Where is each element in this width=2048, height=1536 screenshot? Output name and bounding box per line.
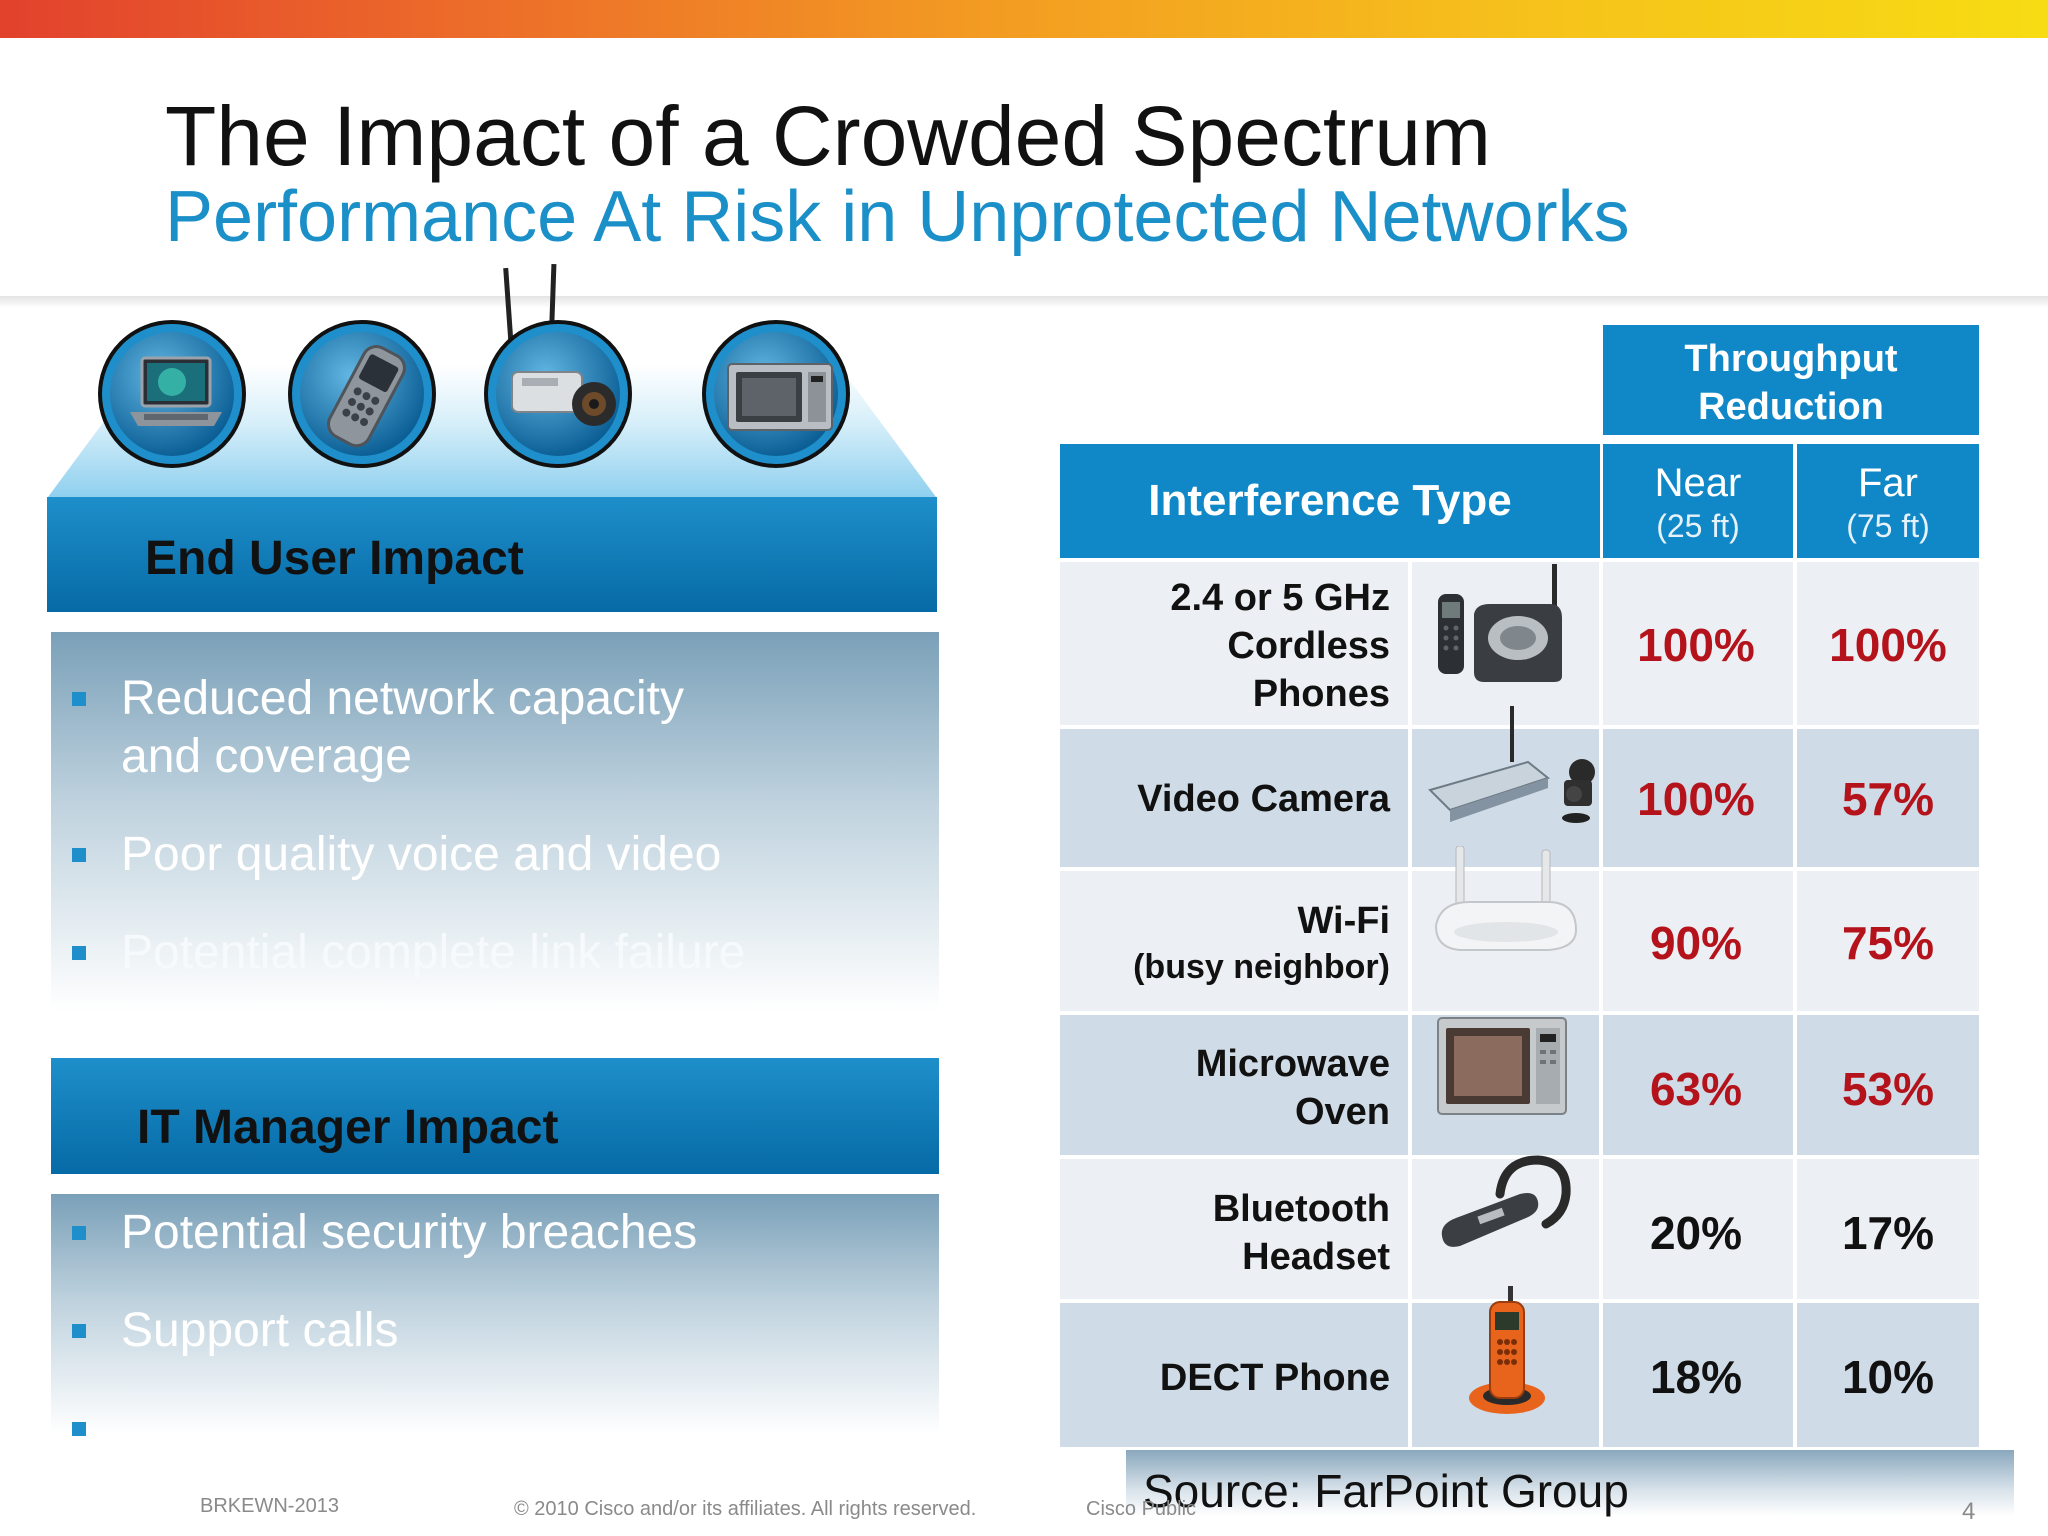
near-value: 63% xyxy=(1649,1063,1743,1115)
source-citation: Source: FarPoint Group xyxy=(1143,1465,1629,1517)
video-camera-transmitter-icon xyxy=(1428,706,1595,823)
far-column-header: Far (75 ft) xyxy=(1797,444,1979,558)
table-divider xyxy=(1408,562,1412,1447)
throughput-reduction-header: Throughput Reduction xyxy=(1603,325,1979,435)
near-value: 100% xyxy=(1637,773,1755,825)
end-user-bullet: Reduced network capacity and coverage xyxy=(121,672,684,783)
bullet-square-icon xyxy=(72,946,86,960)
bluetooth-headset-icon xyxy=(1441,1155,1571,1247)
end-user-impact-heading: End User Impact xyxy=(47,497,937,612)
table-divider xyxy=(1599,562,1603,1447)
far-label: Far xyxy=(1858,461,1918,505)
end-user-bullet: Poor quality voice and video xyxy=(121,828,722,881)
slide-title: The Impact of a Crowded Spectrum xyxy=(165,89,1491,183)
footer-classification: Cisco Public xyxy=(1086,1498,1197,1520)
table-row xyxy=(1060,1159,1979,1299)
far-value: 100% xyxy=(1829,619,1947,671)
near-value: 20% xyxy=(1649,1207,1743,1259)
far-value: 17% xyxy=(1841,1207,1935,1259)
end-user-impact-panel xyxy=(51,632,939,1012)
interference-type-label: Microwave Oven xyxy=(1195,1043,1390,1133)
footer-copyright: © 2010 Cisco and/or its affiliates. All … xyxy=(514,1498,977,1520)
far-value: 53% xyxy=(1841,1063,1935,1115)
page-number: 4 xyxy=(1962,1498,1976,1525)
interference-type-header: Interference Type xyxy=(1060,444,1600,558)
slide-subtitle: Performance At Risk in Unprotected Netwo… xyxy=(165,177,1630,257)
interference-type-label: 2.4 or 5 GHz Cordless Phones xyxy=(1170,577,1390,715)
interference-type-label: Bluetooth Headset xyxy=(1212,1188,1390,1278)
end-user-bullet: Potential complete link failure xyxy=(121,926,746,979)
far-value: 10% xyxy=(1841,1351,1935,1403)
wifi-router-icon xyxy=(1434,846,1578,951)
near-label: Near xyxy=(1654,461,1742,505)
interference-type-label: Wi-Fi (busy neighbor) xyxy=(1133,900,1390,986)
near-value: 90% xyxy=(1649,917,1743,969)
far-distance: (75 ft) xyxy=(1846,508,1930,544)
cordless-phone-icon xyxy=(1438,564,1562,682)
it-manager-impact-heading: IT Manager Impact xyxy=(51,1058,939,1174)
interference-type-label: Video Camera xyxy=(1137,778,1390,820)
table-divider xyxy=(1793,562,1797,1447)
footer-session-code: BRKEWN-2013 xyxy=(200,1495,339,1517)
far-value: 75% xyxy=(1841,917,1935,969)
top-gradient-bar xyxy=(0,0,2048,38)
near-value: 18% xyxy=(1649,1351,1743,1403)
bullet-square-icon xyxy=(72,1324,86,1338)
bullet-square-icon xyxy=(72,848,86,862)
it-manager-bullet: Potential security breaches xyxy=(121,1206,698,1259)
source-bar xyxy=(1126,1450,2014,1516)
table-row xyxy=(1060,729,1979,867)
near-distance: (25 ft) xyxy=(1656,508,1740,544)
far-value: 57% xyxy=(1841,773,1935,825)
near-value: 100% xyxy=(1637,619,1755,671)
microwave-icon xyxy=(702,320,850,468)
microwave-oven-icon xyxy=(1437,1017,1567,1115)
interference-type-label: DECT Phone xyxy=(1159,1357,1390,1399)
laptop-icon xyxy=(98,320,246,468)
smartphone-icon xyxy=(288,320,436,468)
it-manager-impact-panel xyxy=(51,1194,939,1434)
it-manager-bullet: Support calls xyxy=(121,1304,399,1357)
bullet-square-icon xyxy=(72,1422,86,1436)
bullet-square-icon xyxy=(72,692,86,706)
near-column-header: Near (25 ft) xyxy=(1603,444,1793,558)
dect-phone-icon xyxy=(1469,1286,1545,1414)
video-camera-icon xyxy=(484,320,632,468)
title-divider xyxy=(0,296,2048,308)
bullet-square-icon xyxy=(72,1226,86,1240)
